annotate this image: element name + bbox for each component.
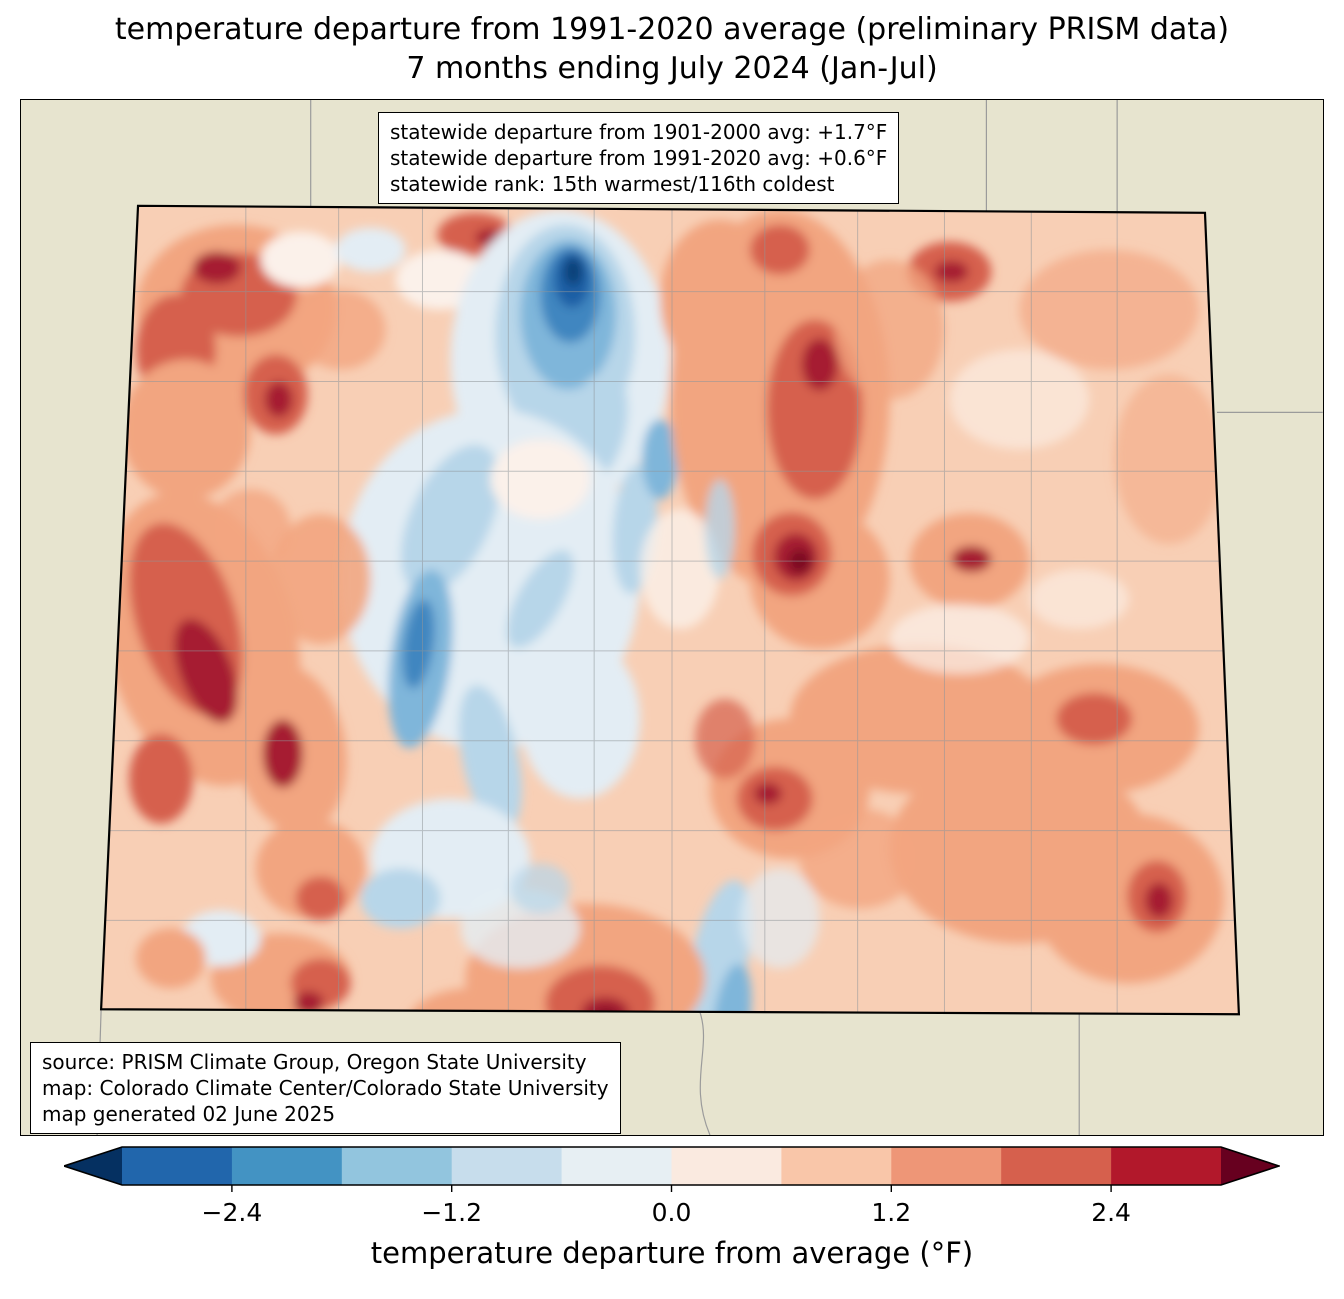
colorbar-svg: −2.4 −1.2 0.0 1.2 2.4 — [61, 1146, 1282, 1227]
map-credit-line: map: Colorado Climate Center/Colorado St… — [42, 1076, 609, 1100]
colorbar: −2.4 −1.2 0.0 1.2 2.4 — [61, 1145, 1282, 1245]
colorbar-tick-label: 0.0 — [652, 1198, 692, 1227]
stats-line-rank: statewide rank: 15th warmest/116th colde… — [390, 172, 835, 196]
colorbar-outline — [61, 1146, 1282, 1186]
source-attribution-box: source: PRISM Climate Group, Oregon Stat… — [30, 1042, 621, 1134]
colorado-state-border — [99, 204, 1241, 1016]
stats-line-1901-2000: statewide departure from 1901-2000 avg: … — [390, 120, 888, 144]
generated-date-line: map generated 02 June 2025 — [42, 1102, 336, 1126]
colorbar-segments — [122, 1147, 1221, 1185]
colorbar-ticks — [231, 1185, 1112, 1192]
statewide-stats-box: statewide departure from 1901-2000 avg: … — [378, 112, 900, 204]
colorbar-under-arrow — [64, 1147, 122, 1185]
figure-title: temperature departure from 1991-2020 ave… — [0, 10, 1344, 88]
colorado-anomaly-map — [21, 100, 1323, 1135]
title-line-2: 7 months ending July 2024 (Jan-Jul) — [406, 51, 938, 86]
colorbar-axis-label: temperature departure from average (°F) — [370, 1236, 974, 1270]
stats-line-1991-2020: statewide departure from 1991-2020 avg: … — [390, 146, 888, 170]
colorbar-tick-label: 2.4 — [1091, 1198, 1131, 1227]
anomaly-blobs — [101, 209, 1224, 1015]
map-axes-frame — [20, 99, 1324, 1136]
source-line: source: PRISM Climate Group, Oregon Stat… — [42, 1050, 587, 1074]
colorbar-tick-label: −1.2 — [421, 1198, 482, 1227]
colorbar-tick-label: −2.4 — [202, 1198, 263, 1227]
title-line-1: temperature departure from 1991-2020 ave… — [114, 12, 1230, 47]
county-boundaries — [101, 205, 1239, 1014]
anomaly-field — [101, 205, 1239, 1015]
colorbar-over-arrow — [1221, 1147, 1279, 1185]
colorbar-tick-label: 1.2 — [871, 1198, 911, 1227]
